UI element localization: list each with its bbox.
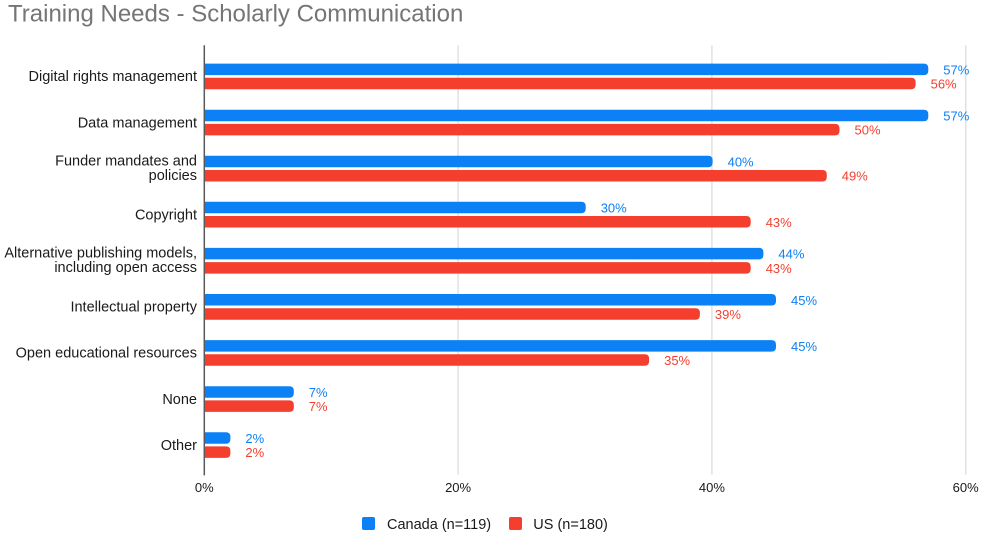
svg-text:39%: 39% (715, 307, 741, 322)
svg-text:45%: 45% (791, 293, 817, 308)
svg-text:50%: 50% (855, 123, 881, 138)
svg-text:40%: 40% (728, 155, 754, 170)
svg-text:Open educational resources: Open educational resources (16, 346, 197, 362)
svg-text:Canada (n=119): Canada (n=119) (387, 517, 491, 533)
svg-text:57%: 57% (943, 62, 969, 77)
svg-text:35%: 35% (664, 353, 690, 368)
svg-text:49%: 49% (842, 169, 868, 184)
svg-text:45%: 45% (791, 339, 817, 354)
svg-text:2%: 2% (245, 445, 264, 460)
svg-text:7%: 7% (309, 399, 328, 414)
svg-text:US (n=180): US (n=180) (533, 517, 608, 533)
svg-text:30%: 30% (601, 201, 627, 216)
svg-text:56%: 56% (931, 77, 957, 92)
svg-text:2%: 2% (245, 431, 264, 446)
svg-text:Alternative publishing models,: Alternative publishing models, (4, 246, 197, 262)
svg-text:policies: policies (149, 168, 197, 184)
svg-text:Funder mandates and: Funder mandates and (55, 153, 197, 169)
svg-text:including open access: including open access (54, 260, 197, 276)
svg-text:Data management: Data management (78, 115, 197, 131)
svg-text:7%: 7% (309, 385, 328, 400)
svg-text:Digital rights management: Digital rights management (29, 69, 197, 85)
svg-text:None: None (162, 392, 197, 408)
svg-text:60%: 60% (953, 480, 979, 495)
svg-text:Copyright: Copyright (135, 208, 197, 224)
svg-text:43%: 43% (766, 215, 792, 230)
svg-text:57%: 57% (943, 108, 969, 123)
svg-text:0%: 0% (195, 480, 214, 495)
svg-text:43%: 43% (766, 261, 792, 276)
svg-text:20%: 20% (445, 480, 471, 495)
svg-text:Training Needs - Scholarly Com: Training Needs - Scholarly Communication (8, 1, 463, 28)
svg-text:Other: Other (161, 438, 197, 454)
svg-text:44%: 44% (778, 247, 804, 262)
svg-text:40%: 40% (699, 480, 725, 495)
svg-text:Intellectual property: Intellectual property (70, 300, 197, 316)
